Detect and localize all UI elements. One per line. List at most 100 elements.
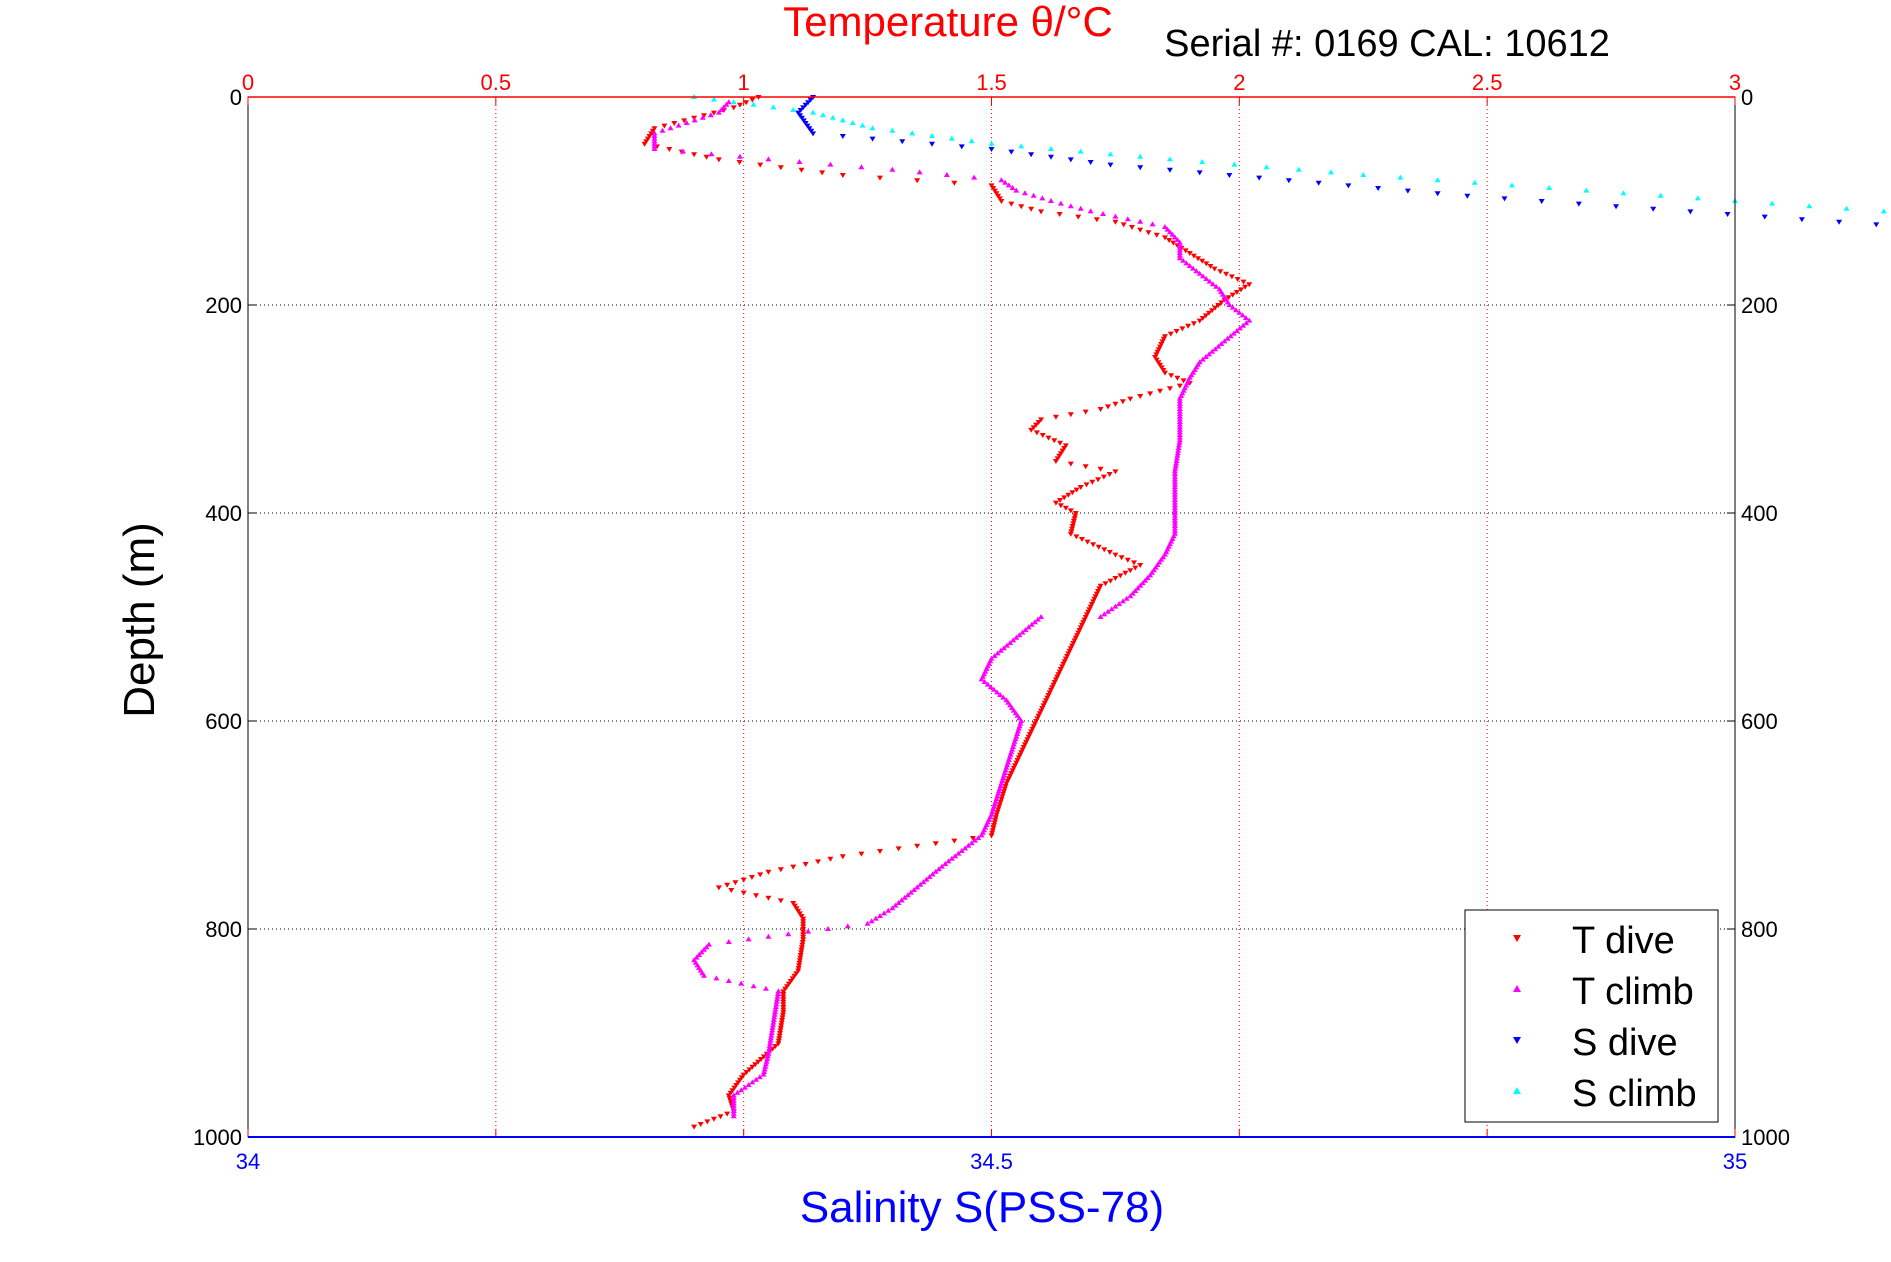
- data-point: [1155, 360, 1162, 366]
- data-point: [736, 160, 743, 165]
- data-point: [775, 988, 782, 994]
- data-point: [1171, 489, 1178, 495]
- data-point: [770, 104, 777, 110]
- data-point: [780, 992, 787, 997]
- data-point: [795, 908, 802, 914]
- data-point: [1028, 152, 1035, 158]
- data-point: [916, 169, 923, 175]
- data-point: [800, 105, 807, 111]
- data-point: [1171, 525, 1178, 531]
- data-point: [1806, 203, 1813, 209]
- data-point: [1613, 204, 1620, 210]
- data-point: [1065, 492, 1072, 498]
- data-point: [1012, 763, 1019, 769]
- data-point: [1176, 242, 1183, 248]
- data-point: [815, 859, 822, 865]
- data-point: [962, 845, 969, 851]
- data-point: [989, 830, 996, 836]
- data-point: [1064, 654, 1071, 659]
- data-point: [773, 1001, 780, 1007]
- data-point: [795, 968, 802, 974]
- data-point: [1112, 219, 1119, 225]
- data-point: [651, 135, 658, 141]
- data-point: [1233, 307, 1240, 313]
- data-point: [1020, 745, 1027, 750]
- data-point: [1107, 162, 1114, 168]
- data-point: [1071, 638, 1078, 644]
- data-point: [1155, 347, 1162, 353]
- data-point: [1038, 209, 1045, 215]
- data-point: [1067, 203, 1074, 209]
- data-point: [1166, 238, 1173, 243]
- data-point: [969, 836, 976, 841]
- data-point: [777, 1031, 784, 1036]
- data-point: [1022, 627, 1029, 632]
- data-point: [1171, 497, 1178, 502]
- data-point: [859, 122, 866, 128]
- data-point: [797, 955, 804, 961]
- data-point: [1095, 544, 1102, 550]
- data-point: [1226, 302, 1233, 307]
- data-point: [1173, 458, 1180, 463]
- data-point: [1176, 247, 1183, 253]
- data-point: [646, 134, 653, 139]
- data-point: [793, 906, 800, 912]
- data-point: [1209, 348, 1216, 354]
- data-point: [1017, 752, 1024, 758]
- data-point: [1010, 765, 1017, 771]
- data-point: [1129, 590, 1136, 596]
- data-point: [1229, 292, 1236, 298]
- legend-label-s-climb: S climb: [1572, 1073, 1697, 1115]
- data-point: [772, 1044, 779, 1049]
- data-point: [651, 126, 658, 132]
- data-point: [798, 914, 805, 919]
- data-point: [1345, 183, 1352, 189]
- data-point: [724, 882, 731, 888]
- data-point: [1047, 198, 1054, 203]
- data-point: [1240, 322, 1247, 328]
- data-point: [1227, 333, 1234, 339]
- data-point: [766, 1043, 773, 1048]
- data-point: [1175, 447, 1182, 453]
- series-t-dive: [641, 95, 1253, 1130]
- data-point: [1010, 637, 1017, 643]
- data-point: [752, 1062, 759, 1068]
- data-point: [776, 1036, 783, 1042]
- data-point: [995, 193, 1002, 199]
- data-point: [725, 939, 732, 944]
- data-point: [990, 825, 997, 831]
- data-point: [1211, 266, 1218, 272]
- data-point: [1203, 276, 1210, 281]
- data-point: [885, 907, 892, 913]
- data-point: [1228, 274, 1235, 280]
- data-point: [1062, 443, 1069, 449]
- data-point: [1161, 224, 1168, 229]
- data-point: [1185, 323, 1192, 329]
- data-point: [651, 138, 658, 144]
- data-point: [730, 1113, 737, 1119]
- data-point: [717, 1114, 724, 1120]
- data-point: [898, 897, 905, 903]
- data-point: [785, 931, 792, 937]
- data-point: [777, 867, 784, 873]
- data-point: [988, 140, 995, 146]
- data-point: [710, 96, 717, 102]
- data-point: [1375, 186, 1382, 191]
- data-point: [1091, 596, 1098, 602]
- data-point: [938, 863, 945, 869]
- data-point: [769, 1024, 776, 1030]
- data-point: [997, 647, 1004, 653]
- data-point: [807, 97, 814, 103]
- data-point: [779, 1015, 786, 1021]
- data-point: [671, 121, 678, 126]
- data-point: [1161, 370, 1168, 376]
- data-point: [1205, 310, 1212, 316]
- data-point: [1000, 694, 1007, 700]
- data-point: [1546, 185, 1553, 190]
- data-point: [948, 855, 955, 861]
- data-point: [1070, 641, 1077, 646]
- data-point: [1046, 690, 1053, 696]
- data-point: [743, 100, 750, 106]
- data-point: [1149, 221, 1156, 227]
- data-point: [791, 903, 798, 909]
